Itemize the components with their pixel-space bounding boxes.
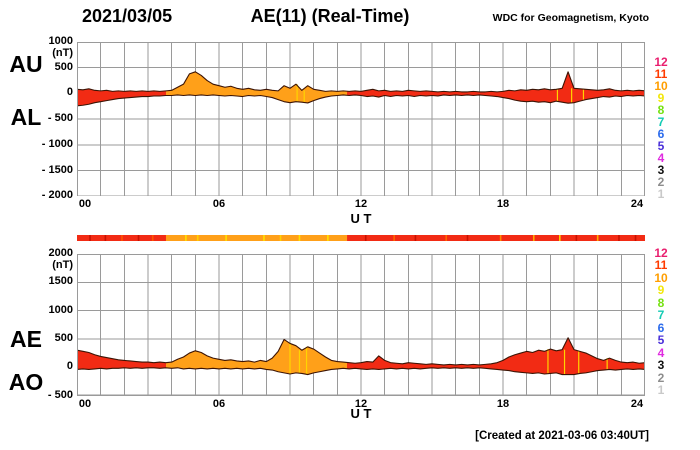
color-bar-streak bbox=[466, 235, 469, 241]
quality-color-bar bbox=[77, 235, 645, 241]
color-bar-streak bbox=[137, 235, 140, 241]
station-count-6: 6 bbox=[657, 320, 665, 335]
station-count-10: 10 bbox=[654, 270, 668, 285]
x-tick-label: 12 bbox=[354, 398, 368, 410]
color-bar-streak bbox=[196, 235, 199, 241]
au-al-plot-canvas bbox=[77, 42, 645, 197]
bottom-ut-label: U T bbox=[350, 406, 372, 421]
station-count-11: 11 bbox=[654, 258, 668, 273]
station-count-5: 5 bbox=[657, 333, 665, 348]
al-axis-label: AL bbox=[10, 104, 42, 130]
color-bar-streak bbox=[298, 235, 301, 241]
station-count-9: 9 bbox=[657, 283, 665, 298]
ao-axis-label: AO bbox=[8, 369, 44, 395]
station-count-8: 8 bbox=[657, 295, 665, 310]
color-bar-streak bbox=[121, 235, 123, 241]
station-count-1: 1 bbox=[657, 382, 665, 397]
y-tick-label: - 2000 bbox=[41, 189, 73, 202]
y-tick-label: 0 bbox=[66, 360, 73, 373]
x-tick-label: 12 bbox=[354, 198, 368, 210]
station-count-9: 9 bbox=[657, 91, 665, 105]
band-fill bbox=[165, 71, 348, 103]
x-tick-label: 00 bbox=[78, 398, 92, 410]
color-bar-streak bbox=[263, 235, 265, 241]
gridlines bbox=[77, 254, 645, 396]
band-fill bbox=[165, 339, 348, 375]
y-tick-label: 2000 bbox=[48, 247, 73, 259]
source-label: WDC for Geomagnetism, Kyoto bbox=[492, 12, 649, 24]
ae-ao-plot-canvas bbox=[77, 254, 645, 396]
color-bar-segment bbox=[165, 235, 348, 241]
color-bar-streak bbox=[151, 235, 154, 241]
y-tick-label: - 1500 bbox=[41, 163, 73, 176]
color-bar-streak bbox=[445, 235, 447, 241]
station-count-10: 10 bbox=[654, 79, 668, 93]
color-bar-streak bbox=[393, 235, 395, 241]
x-tick-label: 24 bbox=[630, 198, 644, 210]
color-bar-streak bbox=[225, 235, 227, 241]
station-count-2: 2 bbox=[657, 370, 665, 385]
color-bar-streak bbox=[414, 235, 417, 241]
station-count-5: 5 bbox=[657, 139, 665, 153]
station-count-6: 6 bbox=[657, 127, 665, 141]
au-axis-label: AU bbox=[9, 51, 43, 77]
color-bar-streak bbox=[364, 235, 367, 241]
color-bar-streak bbox=[596, 235, 599, 241]
x-tick-label: 06 bbox=[212, 398, 226, 410]
page-title: AE(11) (Real-Time) bbox=[250, 6, 410, 26]
station-count-8: 8 bbox=[657, 103, 665, 117]
y-tick-label: - 500 bbox=[47, 112, 73, 125]
station-count-12: 12 bbox=[654, 246, 668, 260]
color-bar-streak bbox=[634, 235, 637, 241]
plot-frame bbox=[77, 42, 645, 197]
color-bar-streak bbox=[279, 235, 282, 241]
y-tick-label: 500 bbox=[54, 60, 73, 73]
color-bar-streak bbox=[618, 235, 620, 241]
y-tick-label: - 500 bbox=[47, 388, 73, 401]
top-ut-label: U T bbox=[350, 211, 372, 226]
color-bar-streak bbox=[575, 235, 578, 241]
y-tick-label: 1500 bbox=[48, 275, 73, 288]
color-bar-streak bbox=[185, 235, 187, 241]
station-count-4: 4 bbox=[657, 151, 665, 165]
x-tick-label: 18 bbox=[496, 198, 510, 210]
y-tick-label: 500 bbox=[54, 331, 73, 344]
color-bar-streak bbox=[532, 235, 535, 241]
station-count-2: 2 bbox=[657, 175, 665, 189]
station-count-11: 11 bbox=[654, 67, 668, 81]
station-count-7: 7 bbox=[657, 115, 665, 129]
y-tick-label: 1000 bbox=[48, 35, 73, 47]
x-tick-label: 00 bbox=[78, 198, 92, 210]
station-count-3: 3 bbox=[657, 163, 665, 177]
color-bar-streak bbox=[89, 235, 91, 241]
station-count-3: 3 bbox=[657, 358, 665, 373]
x-tick-label: 18 bbox=[496, 398, 510, 410]
x-tick-label: 06 bbox=[212, 198, 226, 210]
color-bar-segment bbox=[347, 235, 645, 241]
plot-frame bbox=[77, 254, 645, 396]
color-bar-streak bbox=[499, 235, 502, 241]
color-bar-streak bbox=[104, 235, 107, 241]
band-fill bbox=[77, 350, 166, 370]
created-timestamp: [Created at 2021-03-06 03:40UT] bbox=[475, 430, 649, 442]
gridlines bbox=[77, 42, 645, 197]
station-count-7: 7 bbox=[657, 308, 665, 323]
station-count-1: 1 bbox=[657, 187, 665, 201]
plot-date: 2021/03/05 bbox=[82, 6, 173, 26]
y-tick-label: 0 bbox=[66, 86, 73, 99]
x-tick-label: 24 bbox=[630, 398, 644, 410]
y-tick-label: - 1000 bbox=[41, 137, 73, 150]
bottom-unit-label: (nT) bbox=[52, 259, 73, 271]
ae-axis-label: AE bbox=[10, 326, 42, 352]
color-bar-streak bbox=[327, 235, 329, 241]
band-outline bbox=[77, 337, 645, 376]
station-count-12: 12 bbox=[654, 55, 668, 69]
station-count-4: 4 bbox=[657, 345, 665, 360]
y-tick-label: 1000 bbox=[48, 303, 73, 316]
top-unit-label: (nT) bbox=[52, 47, 73, 59]
band-fill bbox=[347, 337, 645, 375]
color-bar-streak bbox=[559, 235, 561, 241]
